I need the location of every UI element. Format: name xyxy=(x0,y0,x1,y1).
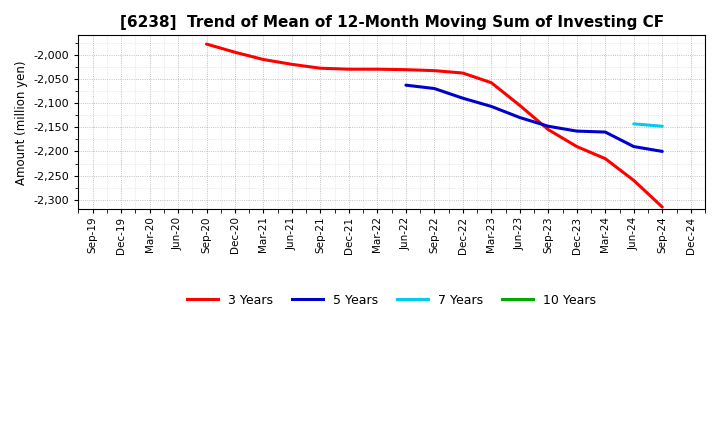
3 Years xyxy=(288,62,297,67)
3 Years xyxy=(259,57,268,62)
Title: [6238]  Trend of Mean of 12-Month Moving Sum of Investing CF: [6238] Trend of Mean of 12-Month Moving … xyxy=(120,15,664,30)
5 Years xyxy=(658,149,667,154)
5 Years xyxy=(430,86,438,91)
5 Years xyxy=(402,83,410,88)
Legend: 3 Years, 5 Years, 7 Years, 10 Years: 3 Years, 5 Years, 7 Years, 10 Years xyxy=(182,289,601,312)
3 Years xyxy=(487,80,495,85)
5 Years xyxy=(544,124,553,129)
7 Years xyxy=(629,121,638,126)
3 Years xyxy=(516,103,524,108)
3 Years xyxy=(430,68,438,73)
3 Years xyxy=(459,70,467,76)
3 Years xyxy=(629,178,638,183)
5 Years xyxy=(572,128,581,134)
3 Years xyxy=(572,144,581,149)
3 Years xyxy=(544,127,553,132)
7 Years xyxy=(658,124,667,129)
Y-axis label: Amount (million yen): Amount (million yen) xyxy=(15,60,28,185)
5 Years xyxy=(516,115,524,120)
5 Years xyxy=(629,144,638,149)
Line: 7 Years: 7 Years xyxy=(634,124,662,126)
5 Years xyxy=(459,95,467,101)
3 Years xyxy=(373,66,382,72)
3 Years xyxy=(402,67,410,72)
5 Years xyxy=(487,104,495,109)
Line: 5 Years: 5 Years xyxy=(406,85,662,151)
3 Years xyxy=(316,66,325,71)
3 Years xyxy=(202,41,211,47)
3 Years xyxy=(345,66,354,72)
3 Years xyxy=(230,50,239,55)
3 Years xyxy=(658,205,667,210)
Line: 3 Years: 3 Years xyxy=(207,44,662,207)
5 Years xyxy=(601,129,610,135)
3 Years xyxy=(601,156,610,161)
